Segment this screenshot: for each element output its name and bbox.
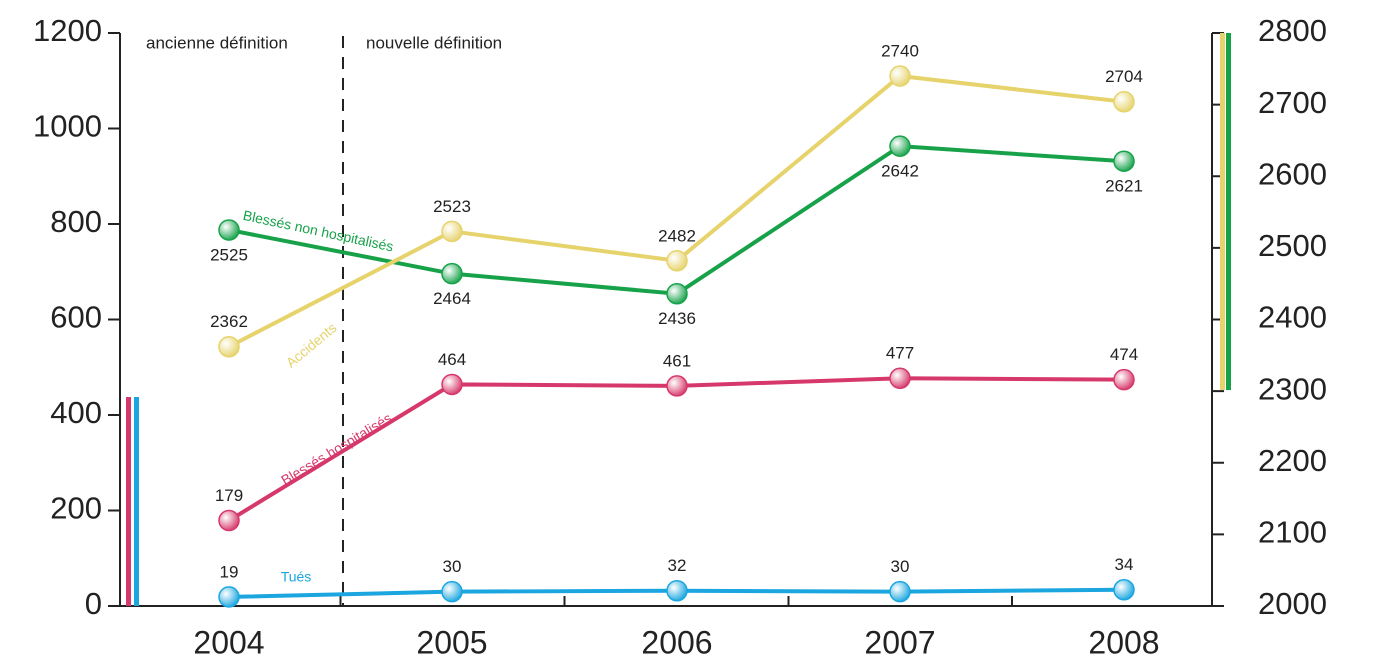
y2-tick-label: 2200 <box>1258 443 1327 478</box>
point <box>1113 579 1135 601</box>
series-name: Tués <box>281 569 312 585</box>
y-tick-label: 400 <box>50 395 102 430</box>
axis-key <box>126 397 131 606</box>
value-label: 30 <box>443 557 462 576</box>
value-label: 34 <box>1115 555 1134 574</box>
value-label: 2704 <box>1105 67 1143 86</box>
point <box>441 220 463 243</box>
point <box>889 580 911 603</box>
point <box>218 219 240 241</box>
value-label: 19 <box>220 562 239 581</box>
point <box>666 250 688 272</box>
y2-tick-label: 2400 <box>1258 300 1327 335</box>
value-label: 2525 <box>210 245 248 264</box>
annotation: nouvelle définition <box>366 33 502 52</box>
value-label: 2523 <box>433 197 471 216</box>
point <box>218 335 240 358</box>
value-label: 474 <box>1110 345 1138 364</box>
value-label: 2362 <box>210 312 248 331</box>
axis-key <box>1220 33 1225 390</box>
series-name: Blessés hospitalisés <box>278 410 394 489</box>
point <box>666 375 688 397</box>
point <box>666 579 688 602</box>
axis-key <box>134 397 139 606</box>
point <box>1113 150 1135 172</box>
series-line <box>228 73 1125 349</box>
value-label: 2621 <box>1105 177 1143 196</box>
point <box>441 373 463 396</box>
y-tick-label: 0 <box>85 586 102 621</box>
value-label: 477 <box>886 344 914 363</box>
y2-tick-label: 2500 <box>1258 228 1327 263</box>
value-label: 2740 <box>881 41 919 60</box>
point <box>889 367 911 389</box>
value-label: 461 <box>663 351 691 370</box>
x-tick-label: 2007 <box>864 624 935 660</box>
value-label: 32 <box>668 556 687 575</box>
y2-tick-label: 2300 <box>1258 371 1327 406</box>
y2-tick-label: 2800 <box>1258 13 1327 48</box>
value-label: 179 <box>215 486 243 505</box>
point <box>218 586 240 608</box>
point <box>441 580 463 603</box>
value-label: 30 <box>891 557 910 576</box>
point <box>889 135 911 157</box>
value-label: 2464 <box>433 289 471 308</box>
value-label: 464 <box>438 350 466 369</box>
value-label: 2482 <box>658 226 696 245</box>
value-label: 2642 <box>881 162 919 181</box>
y2-tick-label: 2000 <box>1258 586 1327 621</box>
axis-key <box>1226 33 1231 390</box>
y-tick-label: 1200 <box>33 13 102 48</box>
x-tick-label: 2008 <box>1088 624 1159 660</box>
series-line <box>227 376 1125 523</box>
x-tick-label: 2005 <box>416 624 487 660</box>
series-name: Accidents <box>283 319 340 370</box>
y-tick-label: 200 <box>50 491 102 526</box>
y2-tick-label: 2600 <box>1258 156 1327 191</box>
x-tick-label: 2004 <box>193 624 264 660</box>
point <box>218 509 240 532</box>
value-label: 2436 <box>658 309 696 328</box>
y2-tick-label: 2100 <box>1258 515 1327 550</box>
annotation: ancienne définition <box>146 33 288 52</box>
y-tick-label: 1000 <box>33 109 102 144</box>
point <box>1113 368 1135 391</box>
point <box>441 262 463 285</box>
point <box>666 282 688 305</box>
point <box>889 65 911 87</box>
y-tick-label: 800 <box>50 204 102 239</box>
point <box>1113 91 1135 113</box>
x-tick-label: 2006 <box>641 624 712 660</box>
y2-tick-label: 2700 <box>1258 85 1327 120</box>
y-tick-label: 600 <box>50 300 102 335</box>
series-line <box>228 144 1125 296</box>
